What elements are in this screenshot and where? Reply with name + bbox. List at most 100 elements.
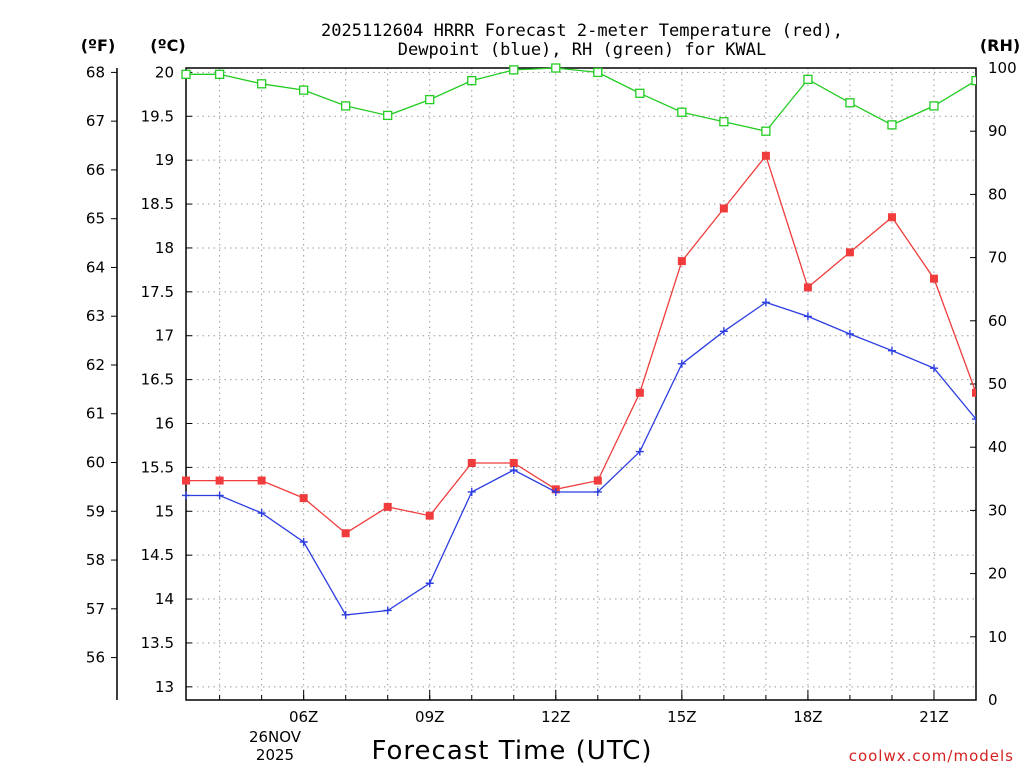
series-temperature [182,151,976,538]
x-axis-title: Forecast Time (UTC) [371,736,652,766]
rh-tick-label: 10 [988,628,1007,646]
rh-point [256,79,267,89]
fahrenheit-tick-label: 58 [86,551,105,569]
dewpoint-point [635,447,644,456]
celsius-tick-label: 16.5 [141,371,174,389]
rh-point [803,74,813,85]
rh-unit-label: (RH) [980,36,1020,55]
rh-point [719,117,729,127]
temperature-point [887,213,896,222]
celsius-tick-label: 18 [155,239,174,257]
celsius-tick-label: 18.5 [141,195,174,213]
dewpoint-point [383,606,392,615]
dewpoint-point [761,298,770,307]
fahrenheit-tick-label: 67 [86,112,105,130]
date-day-label: 26NOV [249,728,302,746]
temperature-point [719,204,728,213]
axes [111,67,977,701]
date-year-label: 2025 [256,746,294,764]
celsius-tick-label: 16 [155,415,174,433]
fahrenheit-tick-label: 65 [86,210,105,228]
rh-point [383,110,393,121]
fahrenheit-tick-label: 63 [86,307,105,325]
dewpoint-point [972,415,976,424]
x-tick-label: 09Z [415,708,444,726]
celsius-tick-label: 19.5 [141,107,174,125]
fahrenheit-tick-label: 57 [86,600,105,618]
rh-point [761,126,771,136]
dewpoint-point [929,364,938,373]
dewpoint-point [257,509,266,518]
temperature-point [845,248,854,257]
temperature-point [467,459,476,467]
x-tick-label: 18Z [793,708,822,726]
celsius-tick-label: 17 [155,327,174,345]
temperature-point [761,151,770,160]
fahrenheit-tick-label: 60 [86,454,105,472]
chart-title-line1: 2025112604 HRRR Forecast 2-meter Tempera… [321,21,843,41]
fahrenheit-tick-label: 66 [86,161,105,179]
dewpoint-point [182,491,190,500]
rh-point [551,63,561,73]
celsius-tick-label: 17.5 [141,283,174,301]
rh-tick-label: 90 [988,122,1007,140]
temperature-point [425,511,434,520]
dewpoint-point [467,487,476,496]
rh-point [467,75,477,86]
temperature-point [257,476,266,485]
celsius-tick-label: 14.5 [141,546,174,564]
celsius-tick-label: 15.5 [141,458,174,476]
dewpoint-point [845,329,854,338]
dewpoint-point [299,538,308,546]
rh-point [341,101,351,111]
dewpoint-point [803,312,812,321]
rh-point [509,65,519,75]
dewpoint-point [341,610,350,619]
fahrenheit-tick-label: 64 [86,258,105,276]
celsius-tick-label: 15 [155,502,174,520]
rh-tick-label: 60 [988,312,1007,330]
x-tick-label: 06Z [289,708,318,726]
fahrenheit-tick-label: 59 [86,502,105,520]
dewpoint-point [719,327,728,336]
temperature-line [186,154,976,535]
temperature-point [929,274,938,283]
data-series [181,63,976,619]
rh-point [214,69,225,79]
temperature-point [299,494,308,503]
dewpoint-point [551,487,560,496]
dewpoint-point [425,579,434,588]
x-tick-label: 12Z [541,708,570,726]
celsius-tick-label: 13 [155,678,174,696]
temperature-point [635,388,644,397]
celsius-unit-label: (ºC) [150,36,185,55]
rh-point [677,107,687,117]
fahrenheit-tick-label: 56 [86,649,105,667]
rh-point [929,101,939,111]
dewpoint-point [887,346,896,355]
rh-tick-label: 30 [988,501,1007,519]
rh-point [971,75,976,86]
celsius-tick-label: 20 [155,63,174,81]
rh-line [186,67,976,132]
rh-tick-label: 0 [988,691,998,709]
dewpoint-point [509,466,518,475]
temperature-point [972,388,976,397]
temperature-point [182,476,190,485]
x-tick-label: 15Z [667,708,696,726]
plot-frame [185,67,977,701]
dewpoint-line [186,301,976,616]
x-tick-label: 21Z [919,708,948,726]
temperature-point [677,257,686,266]
credit-link[interactable]: coolwx.com/models [849,747,1014,765]
celsius-tick-label: 19 [155,151,174,169]
rh-point [593,67,603,78]
rh-point [425,94,435,105]
rh-point [299,85,309,95]
rh-tick-label: 20 [988,565,1007,583]
temperature-point [215,476,224,485]
rh-tick-label: 50 [988,375,1007,393]
rh-tick-label: 100 [988,59,1017,77]
rh-point [845,98,855,108]
